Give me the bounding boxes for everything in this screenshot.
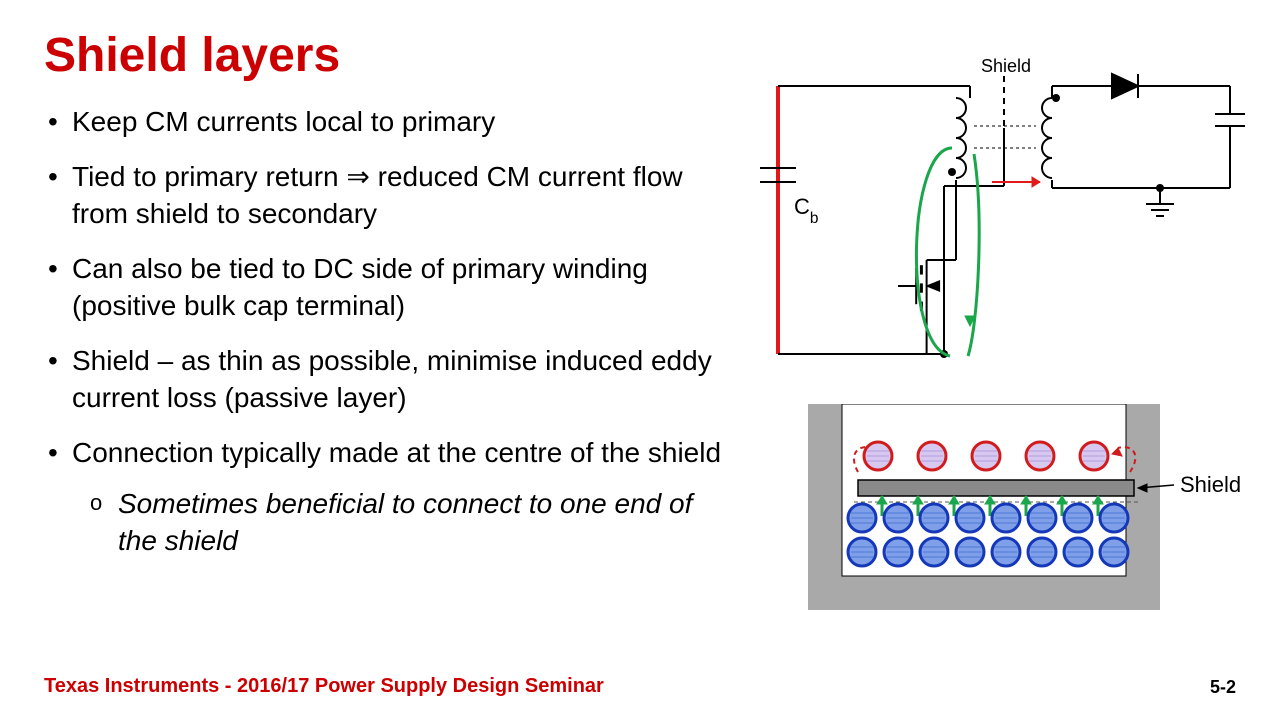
footer-left: Texas Instruments - 2016/17 Power Supply…: [44, 675, 604, 698]
slide-title: Shield layers: [44, 28, 340, 83]
footer-right: 5-2: [1210, 677, 1236, 698]
svg-text:Shield: Shield: [981, 56, 1031, 76]
schematic-diagram: Cb Shield: [756, 54, 1266, 374]
bullet-list: Keep CM currents local to primary Tied t…: [44, 104, 724, 578]
bullet-4: Shield – as thin as possible, minimise i…: [44, 343, 724, 417]
svg-text:Cb: Cb: [794, 194, 818, 227]
svg-text:Shield: Shield: [1180, 472, 1241, 497]
bullet-1: Keep CM currents local to primary: [44, 104, 724, 141]
bullet-3: Can also be tied to DC side of primary w…: [44, 251, 724, 325]
bullet-5-sub-1: Sometimes beneficial to connect to one e…: [72, 486, 724, 560]
bullet-5-text: Connection typically made at the centre …: [72, 437, 721, 468]
bullet-2: Tied to primary return ⇒ reduced CM curr…: [44, 159, 724, 233]
bullet-5: Connection typically made at the centre …: [44, 435, 724, 560]
cross-section-diagram: Shield: [808, 404, 1248, 616]
